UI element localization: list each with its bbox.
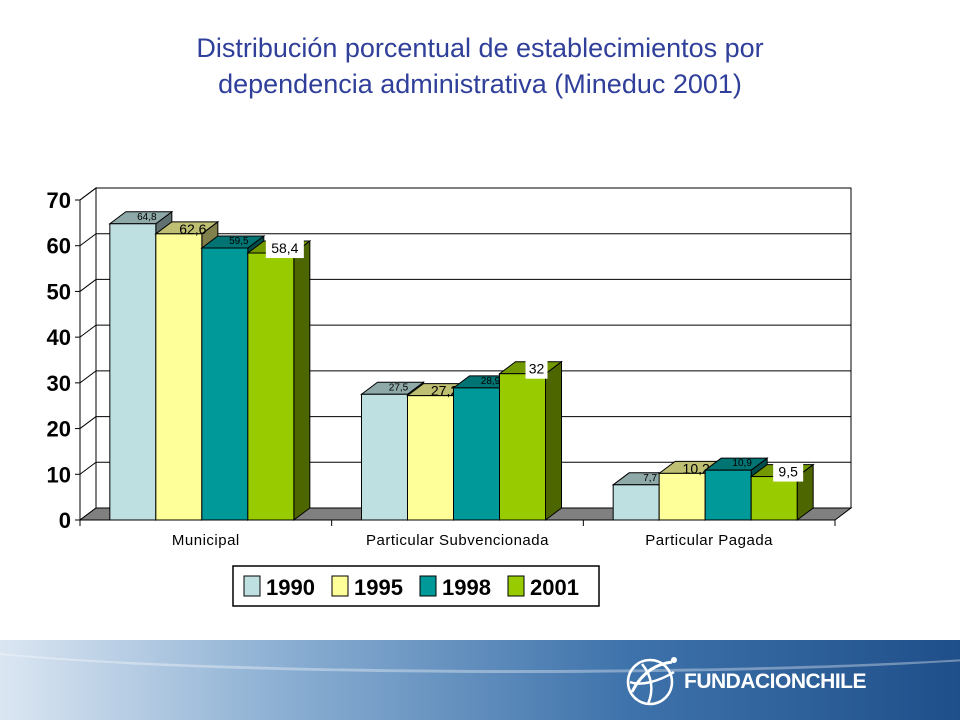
data-label: 64,8 bbox=[137, 212, 157, 223]
fundacion-chile-logo: FUNDACIONCHILE bbox=[622, 652, 882, 708]
bar bbox=[361, 393, 408, 521]
y-tick-label: 10 bbox=[47, 462, 71, 487]
data-label: 27,5 bbox=[389, 382, 409, 393]
legend-label: 1995 bbox=[354, 575, 403, 600]
data-label-bg bbox=[265, 240, 304, 259]
legend-box bbox=[232, 565, 600, 607]
bar-chart: 0 10 20 30 40 50 60 70 64,8 62,6 59,5 58,4 Municipal… bbox=[47, 187, 853, 607]
gridline-side bbox=[79, 324, 97, 338]
gridline-side bbox=[79, 370, 97, 384]
bar bbox=[155, 233, 203, 521]
y-tick-label: 30 bbox=[47, 371, 71, 396]
bar bbox=[704, 469, 752, 521]
data-label: 28,9 bbox=[481, 376, 501, 387]
gridline-side bbox=[79, 187, 97, 201]
gridline-side bbox=[79, 461, 97, 475]
y-tick-label: 60 bbox=[47, 234, 71, 259]
y-tick-label: 40 bbox=[47, 325, 71, 350]
y-tick-label: 20 bbox=[47, 417, 71, 442]
bar bbox=[750, 476, 798, 521]
bar bbox=[658, 472, 706, 521]
legend-label: 1990 bbox=[266, 575, 315, 600]
title-line-2: dependencia administrativa (Mineduc 2001… bbox=[218, 69, 742, 99]
bar bbox=[109, 223, 157, 521]
data-label: 62,6 bbox=[179, 221, 206, 237]
legend-swatch bbox=[507, 575, 525, 597]
bar bbox=[499, 373, 546, 521]
data-label-bg bbox=[773, 463, 804, 482]
bar bbox=[612, 484, 660, 521]
bar bbox=[201, 247, 249, 521]
plot-side-wall bbox=[79, 187, 97, 521]
y-tick-label: 50 bbox=[47, 279, 71, 304]
gridline-side bbox=[79, 279, 97, 292]
footer-wave bbox=[0, 640, 960, 673]
data-label: 32 bbox=[529, 361, 545, 377]
title-line-1: Distribución porcentual de establecimien… bbox=[196, 33, 764, 63]
legend: 1990 1995 1998 2001 bbox=[232, 565, 600, 607]
x-category-label: Particular Pagada bbox=[645, 532, 773, 549]
legend-label: 1998 bbox=[442, 575, 491, 600]
bar bbox=[453, 387, 500, 521]
bar bbox=[407, 395, 454, 521]
bar-side bbox=[293, 240, 311, 521]
data-label: 27,2 bbox=[431, 383, 458, 399]
data-label: 58,4 bbox=[271, 240, 298, 256]
legend-swatch bbox=[243, 575, 261, 597]
gridline-side bbox=[79, 416, 97, 429]
data-label: 7,7 bbox=[643, 473, 657, 484]
globe-swoosh-icon bbox=[626, 657, 677, 706]
y-tick-label: 70 bbox=[47, 188, 71, 213]
x-category-label: Municipal bbox=[172, 532, 240, 549]
logo-text: FUNDACIONCHILE bbox=[684, 670, 867, 693]
data-label-bg bbox=[525, 360, 548, 379]
bar-side bbox=[545, 360, 562, 521]
footer-band bbox=[0, 640, 960, 720]
data-label: 59,5 bbox=[229, 236, 249, 247]
y-tick-label: 0 bbox=[59, 508, 71, 533]
legend-swatch bbox=[419, 575, 437, 597]
data-label: 9,5 bbox=[778, 464, 798, 480]
legend-label: 2001 bbox=[530, 575, 579, 600]
chart-title: Distribución porcentual de establecimien… bbox=[0, 30, 960, 102]
x-category-label: Particular Subvencionada bbox=[366, 532, 549, 549]
gridline-side bbox=[79, 233, 97, 247]
data-label: 10,9 bbox=[732, 458, 752, 469]
bar bbox=[247, 252, 295, 521]
data-label: 10,2 bbox=[683, 460, 710, 476]
legend-swatch bbox=[331, 575, 349, 597]
